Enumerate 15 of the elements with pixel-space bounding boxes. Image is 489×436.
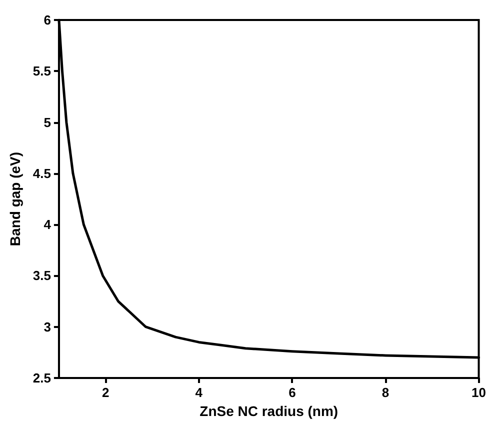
y-tick-label: 6 — [44, 12, 51, 28]
y-tick-label: 3 — [44, 319, 51, 334]
y-tick-label: 5 — [44, 114, 51, 130]
x-tick-label: 10 — [472, 385, 486, 400]
x-tick-label: 6 — [288, 385, 296, 400]
y-tick-label: 3.5 — [32, 268, 51, 284]
y-tick-label: 5.5 — [32, 64, 51, 79]
x-tick-label: 8 — [382, 385, 390, 400]
y-tick-label: 2.5 — [32, 370, 51, 386]
y-tick-label: 4 — [44, 217, 52, 232]
y-tick-label: 4.5 — [32, 166, 51, 181]
x-axis-title: ZnSe NC radius (nm) — [200, 402, 338, 419]
x-tick-label: 4 — [195, 385, 204, 400]
y-axis-title: Band gap (eV) — [7, 152, 23, 246]
x-tick-label: 2 — [102, 385, 110, 400]
